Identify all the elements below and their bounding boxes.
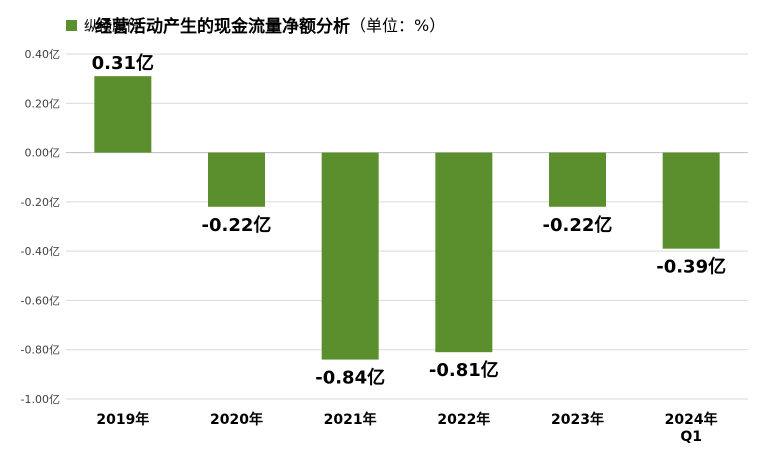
y-tick-label: -0.80亿 — [21, 344, 60, 357]
legend: 纵横股份 — [66, 19, 140, 35]
data-label: -0.84亿 — [315, 367, 385, 389]
legend-swatch — [66, 20, 77, 31]
data-label: -0.22亿 — [202, 214, 272, 236]
y-axis: 0.40亿 0.20亿 0.00亿 -0.20亿 -0.40亿 -0.60亿 -0.80亿 -… — [21, 48, 60, 406]
x-tick-label: Q1 — [680, 429, 702, 445]
grid — [66, 53, 748, 400]
y-tick-label: 0.20亿 — [25, 97, 61, 110]
y-tick-label: 0.00亿 — [25, 147, 61, 160]
x-tick-label: 2024年 — [665, 411, 718, 428]
y-tick-label: -0.40亿 — [21, 245, 60, 258]
y-tick-label: -0.20亿 — [21, 196, 60, 209]
data-label: -0.22亿 — [543, 214, 613, 236]
chart-title: 经营活动产生的现金流量净额分析 — [95, 16, 350, 37]
bar — [208, 152, 265, 207]
bar — [549, 152, 606, 207]
x-tick-label: 2021年 — [324, 411, 377, 428]
bars — [94, 76, 720, 360]
bar — [662, 152, 720, 249]
x-tick-label: 2023年 — [551, 411, 604, 428]
bar — [435, 152, 493, 353]
data-label: -0.39亿 — [656, 256, 726, 278]
legend-label: 纵横股份 — [84, 19, 140, 35]
data-label: 0.31亿 — [92, 52, 154, 74]
x-tick-label: 2022年 — [437, 411, 490, 428]
data-labels: 0.31亿 -0.22亿 -0.84亿 -0.81亿 -0.22亿 -0.39亿 — [92, 52, 726, 388]
y-tick-label: -1.00亿 — [21, 393, 60, 406]
data-label: -0.81亿 — [429, 359, 499, 381]
bar — [321, 152, 379, 360]
y-tick-label: -0.60亿 — [21, 294, 60, 307]
x-tick-label: 2019年 — [96, 411, 149, 428]
x-tick-label: 2020年 — [210, 411, 263, 428]
chart-subtitle: （单位：%） — [350, 16, 445, 35]
y-tick-label: 0.40亿 — [25, 48, 61, 61]
bar — [94, 76, 152, 153]
